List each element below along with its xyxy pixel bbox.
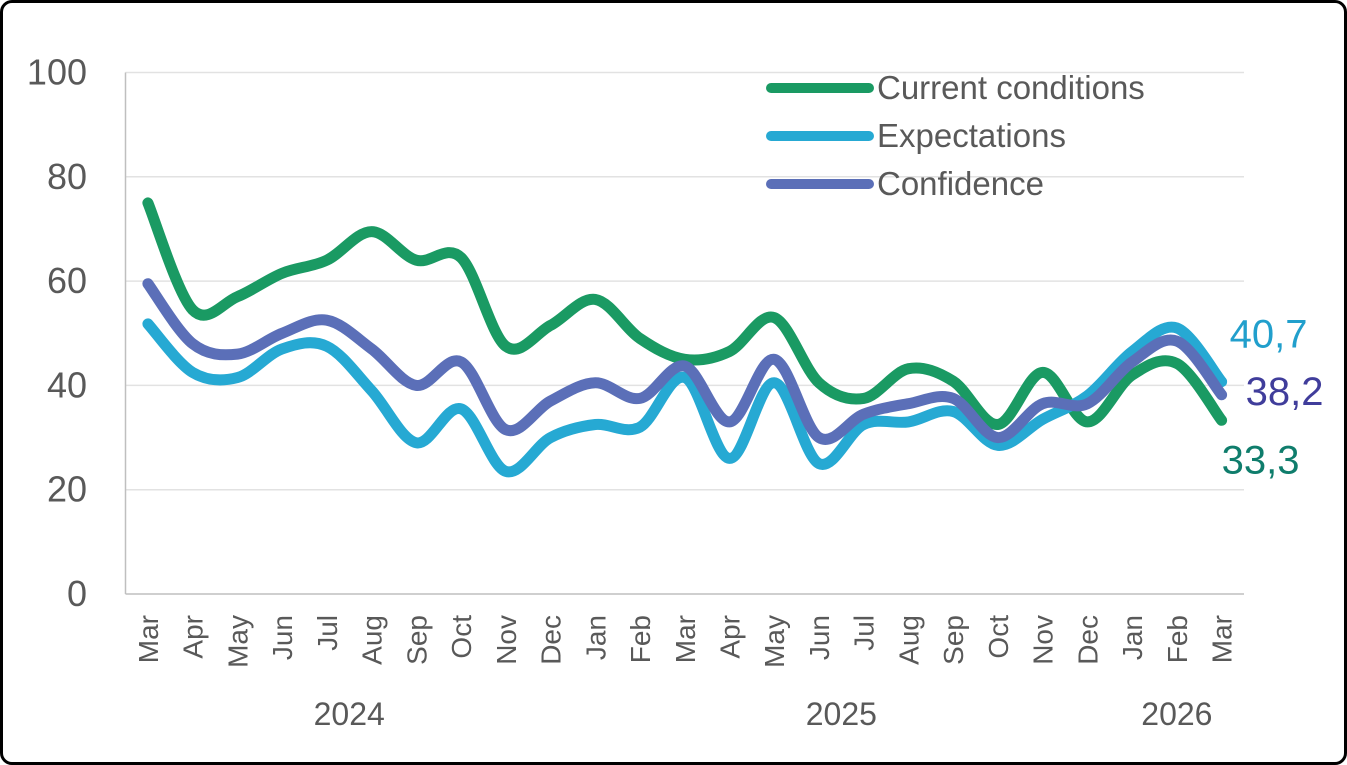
x-axis-month-label: Nov (1028, 615, 1059, 665)
x-axis-month-label: Jun (804, 615, 835, 660)
end-data-label-confidence: 38,2 (1246, 370, 1324, 414)
x-axis-month-label: Oct (446, 615, 477, 659)
y-axis-tick-label: 40 (47, 364, 87, 405)
y-axis-tick-label: 60 (47, 260, 87, 301)
x-axis-year-label: 2024 (314, 696, 385, 732)
x-axis-month-label: Dec (536, 615, 567, 665)
x-axis-month-label: Jan (1117, 615, 1148, 660)
end-data-label-expectations: 40,7 (1230, 313, 1308, 357)
x-axis-month-label: Dec (1072, 615, 1103, 665)
x-axis-month-label: Jul (312, 615, 343, 651)
x-axis-month-label: Sep (401, 615, 432, 665)
x-axis-month-label: Jan (580, 615, 611, 660)
y-axis-tick-label: 0 (67, 573, 87, 614)
legend-label-confidence: Confidence (877, 165, 1044, 202)
x-axis-month-label: Mar (1207, 615, 1238, 663)
x-axis-month-label: Apr (714, 615, 745, 659)
legend-label-expectations: Expectations (877, 117, 1066, 154)
x-axis-month-label: Sep (938, 615, 969, 665)
x-axis-month-label: Oct (983, 615, 1014, 659)
chart-canvas: 0 20 40 60 80 100 Mar Apr May Jun Jul Aug Sep Oct Nov D… (27, 52, 1324, 733)
y-axis-tick-label: 80 (47, 156, 87, 197)
x-axis-year-label: 2025 (806, 696, 877, 732)
x-axis-month-label: Jul (849, 615, 880, 651)
x-axis-month-label: May (759, 615, 790, 668)
series-line-confidence (142, 278, 1228, 445)
series-line-current-conditions (142, 197, 1228, 430)
end-data-label-current-conditions: 33,3 (1222, 438, 1300, 482)
x-axis-month-label: Mar (133, 615, 164, 663)
series-line-expectations (142, 318, 1228, 478)
x-axis-month-label: Feb (625, 615, 656, 663)
x-axis-month-label: Jun (267, 615, 298, 660)
x-axis-month-label: Aug (893, 615, 924, 665)
x-axis-month-label: Aug (357, 615, 388, 665)
x-axis-month-label: Nov (491, 615, 522, 665)
x-axis-month-label: Feb (1162, 615, 1193, 663)
y-axis-tick-label: 20 (47, 469, 87, 510)
x-axis-month-label: Mar (670, 615, 701, 663)
x-axis-month-label: May (222, 615, 253, 668)
legend-label-current-conditions: Current conditions (877, 69, 1145, 106)
y-axis-tick-label: 100 (27, 52, 87, 93)
x-axis-year-label: 2026 (1141, 696, 1212, 732)
x-axis-month-label: Apr (178, 615, 209, 659)
